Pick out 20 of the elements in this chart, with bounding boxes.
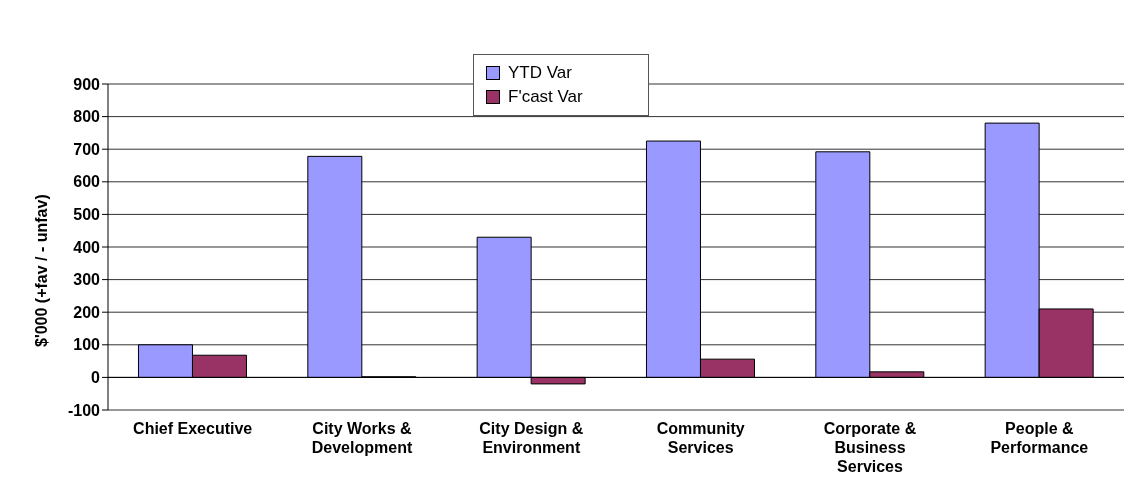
y-tick-label: -100 — [67, 401, 101, 419]
y-tick-label: 200 — [73, 303, 101, 321]
x-tick-label: People & Performance — [990, 420, 1089, 456]
y-tick-label: 500 — [73, 206, 101, 224]
legend-label: F'cast Var — [508, 87, 583, 107]
y-tick-label: 600 — [73, 173, 101, 191]
x-tick-label: City Works & Development — [311, 420, 413, 456]
y-tick-label: 800 — [73, 108, 101, 126]
x-tick-label: Community Services — [656, 420, 745, 456]
y-tick-label: 100 — [73, 336, 101, 354]
y-axis-title: $'000 (+fav / - unfav) — [32, 194, 50, 347]
x-tick-label: Corporate & Business Services — [823, 420, 917, 475]
y-tick-label: 400 — [73, 238, 101, 256]
y-tick-label: 900 — [73, 75, 101, 93]
x-tick-label: Chief Executive — [133, 420, 253, 437]
y-tick-label: 700 — [73, 140, 101, 158]
y-tick-label: 300 — [73, 271, 101, 289]
x-tick-label: City Design & Environment — [479, 420, 584, 456]
legend-label: YTD Var — [508, 63, 572, 83]
y-tick-label: 0 — [91, 369, 101, 387]
